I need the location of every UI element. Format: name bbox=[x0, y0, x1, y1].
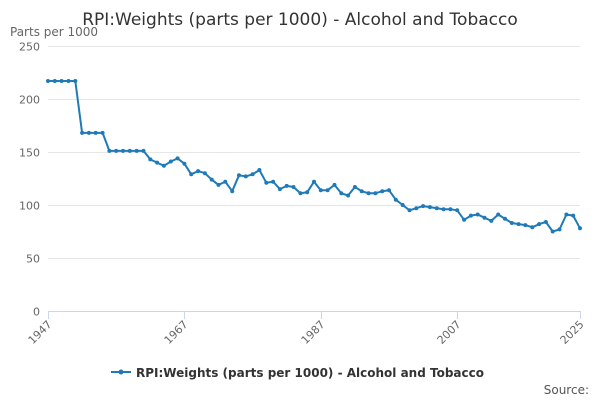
data-point[interactable]: 1987: 114 bbox=[318, 188, 323, 193]
data-point[interactable]: 1984: 111 bbox=[298, 191, 303, 196]
data-point[interactable]: 2009: 90 bbox=[468, 213, 473, 218]
data-point[interactable]: 2001: 97 bbox=[414, 206, 419, 211]
y-tick-label: 100 bbox=[19, 200, 40, 213]
data-point[interactable]: 1949: 217 bbox=[59, 79, 64, 83]
data-point[interactable]: 1981: 115 bbox=[277, 187, 282, 192]
data-point[interactable]: 2010: 91 bbox=[475, 212, 480, 217]
data-point[interactable]: 2012: 85 bbox=[489, 218, 494, 223]
data-point[interactable]: 1999: 100 bbox=[400, 203, 405, 207]
data-point[interactable]: 1951: 217 bbox=[73, 79, 78, 83]
data-point[interactable]: 1969: 132 bbox=[196, 169, 201, 174]
data-point[interactable]: 1996: 113 bbox=[380, 189, 385, 194]
data-point[interactable]: 1982: 118 bbox=[284, 183, 289, 188]
data-point[interactable]: 1990: 111 bbox=[339, 191, 344, 196]
data-point[interactable]: 1989: 119 bbox=[332, 182, 337, 187]
data-point[interactable]: 2008: 86 bbox=[462, 217, 467, 222]
data-point[interactable]: 2018: 79 bbox=[530, 225, 535, 230]
data-point[interactable]: 1980: 122 bbox=[271, 179, 276, 184]
data-point[interactable]: 2011: 88 bbox=[482, 215, 487, 220]
legend[interactable]: RPI:Weights (parts per 1000) - Alcohol a… bbox=[111, 366, 484, 380]
data-point[interactable]: 1968: 129 bbox=[189, 172, 194, 177]
data-point[interactable]: 1973: 122 bbox=[223, 179, 228, 184]
data-point[interactable]: 1963: 140 bbox=[155, 160, 160, 165]
data-point[interactable]: 1971: 124 bbox=[209, 177, 214, 182]
data-point[interactable]: 1954: 168 bbox=[93, 130, 98, 135]
data-point[interactable]: 1955: 168 bbox=[100, 130, 105, 135]
data-point[interactable]: 1962: 143 bbox=[148, 157, 153, 162]
legend-marker bbox=[118, 369, 124, 375]
data-point[interactable]: 2021: 75 bbox=[550, 229, 555, 234]
data-point[interactable]: 2016: 82 bbox=[516, 222, 521, 227]
data-point[interactable]: 1970: 130 bbox=[202, 171, 207, 176]
data-point[interactable]: 1966: 144 bbox=[175, 156, 180, 161]
data-point[interactable]: 1958: 151 bbox=[121, 148, 125, 153]
y-tick-label: 50 bbox=[26, 253, 40, 266]
data-point[interactable]: 1957: 151 bbox=[114, 148, 119, 153]
data-point[interactable]: 1979: 121 bbox=[264, 180, 269, 185]
data-point[interactable]: 2000: 95 bbox=[407, 208, 412, 213]
data-point[interactable]: 1986: 122 bbox=[312, 179, 316, 184]
data-point[interactable]: 1956: 151 bbox=[107, 148, 112, 153]
data-point[interactable]: 1985: 112 bbox=[305, 190, 310, 195]
data-point[interactable]: 2007: 95 bbox=[455, 208, 460, 213]
data-point[interactable]: 2024: 90 bbox=[571, 213, 576, 218]
data-point[interactable]: 1950: 217 bbox=[66, 79, 71, 83]
data-point[interactable]: 1993: 113 bbox=[359, 189, 364, 194]
data-point[interactable]: 1974: 113 bbox=[230, 189, 235, 194]
data-point[interactable]: 2014: 87 bbox=[503, 216, 507, 221]
y-tick-label: 250 bbox=[19, 41, 40, 54]
series-group[interactable]: 1947: 2171948: 2171949: 2171950: 2171951… bbox=[46, 79, 582, 234]
data-point[interactable]: 1964: 137 bbox=[161, 163, 166, 168]
data-point[interactable]: 1976: 127 bbox=[243, 174, 248, 179]
data-point[interactable]: 1998: 105 bbox=[393, 197, 398, 202]
data-point[interactable]: 1965: 141 bbox=[168, 159, 173, 164]
data-point[interactable]: 1960: 151 bbox=[134, 148, 139, 153]
data-point[interactable]: 2022: 77 bbox=[557, 227, 562, 232]
data-point[interactable]: 2025: 78 bbox=[578, 226, 582, 231]
data-point[interactable]: 1953: 168 bbox=[86, 130, 91, 135]
data-point[interactable]: 1959: 151 bbox=[127, 148, 132, 153]
data-point[interactable]: 2005: 96 bbox=[441, 207, 446, 212]
y-tick-label: 0 bbox=[33, 306, 40, 319]
data-point[interactable]: 1997: 114 bbox=[387, 188, 391, 193]
data-point[interactable]: 2004: 97 bbox=[434, 206, 439, 211]
data-point[interactable]: 1992: 117 bbox=[352, 185, 357, 189]
credits-source[interactable]: Source: bbox=[544, 383, 589, 397]
data-point[interactable]: 2023: 91 bbox=[564, 212, 569, 217]
y-axis-ticks: 0 50 100 150 200 250 bbox=[19, 41, 40, 319]
data-point[interactable]: 2013: 91 bbox=[496, 212, 501, 217]
data-point[interactable]: 1947: 217 bbox=[46, 79, 50, 83]
data-point[interactable]: 1948: 217 bbox=[52, 79, 57, 83]
data-point[interactable]: 1978: 133 bbox=[257, 168, 262, 172]
data-point[interactable]: 2019: 82 bbox=[537, 222, 542, 227]
data-point[interactable]: 2017: 81 bbox=[523, 223, 528, 228]
y-tick-label: 200 bbox=[19, 94, 40, 107]
data-point[interactable]: 1967: 139 bbox=[182, 161, 187, 166]
data-point[interactable]: 2006: 96 bbox=[448, 207, 453, 212]
data-point[interactable]: 2020: 84 bbox=[543, 220, 548, 224]
y-tick-label: 150 bbox=[19, 147, 40, 160]
data-point[interactable]: 1961: 151 bbox=[141, 148, 146, 153]
data-point[interactable]: 1988: 114 bbox=[325, 188, 330, 193]
data-point[interactable]: 1972: 119 bbox=[216, 182, 221, 187]
data-point[interactable]: 1952: 168 bbox=[80, 130, 85, 135]
data-point[interactable]: 2015: 83 bbox=[509, 221, 514, 225]
data-point[interactable]: 2003: 98 bbox=[427, 205, 432, 210]
chart-title: RPI:Weights (parts per 1000) - Alcohol a… bbox=[82, 10, 518, 30]
y-axis-label: Parts per 1000 bbox=[10, 25, 98, 39]
data-point[interactable]: 1983: 117 bbox=[291, 185, 296, 189]
data-point[interactable]: 1977: 129 bbox=[250, 172, 255, 177]
data-point[interactable]: 1991: 109 bbox=[346, 193, 351, 198]
data-point[interactable]: 1995: 111 bbox=[373, 191, 378, 196]
data-point[interactable]: 1975: 128 bbox=[237, 173, 241, 178]
legend-item-label[interactable]: RPI:Weights (parts per 1000) - Alcohol a… bbox=[136, 366, 484, 380]
data-point[interactable]: 1994: 111 bbox=[366, 191, 371, 196]
